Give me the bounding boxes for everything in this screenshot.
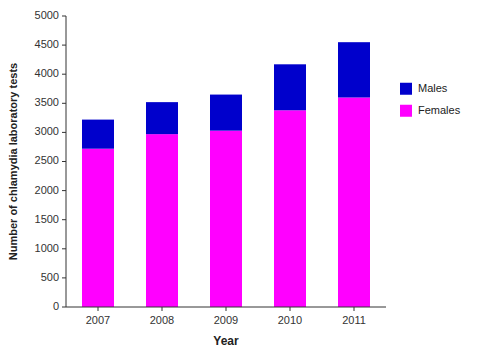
x-tick bbox=[354, 307, 355, 311]
x-tick-label: 2008 bbox=[150, 314, 174, 326]
y-tick bbox=[62, 190, 66, 191]
legend: Males Females bbox=[400, 82, 461, 117]
axes: 0 500 1000 1500 2000 2500 3000 3500 4000 4500 5000… bbox=[35, 9, 386, 326]
y-tick-label: 0 bbox=[53, 300, 59, 312]
y-tick bbox=[62, 161, 66, 162]
x-tick bbox=[162, 307, 163, 311]
y-tick-label: 4000 bbox=[35, 67, 59, 79]
bar-segment bbox=[146, 102, 178, 134]
bar-segment bbox=[210, 95, 242, 131]
y-tick-label: 3000 bbox=[35, 125, 59, 137]
bar-segment bbox=[146, 134, 178, 307]
y-tick-label: 5000 bbox=[35, 9, 59, 21]
legend-label: Males bbox=[418, 82, 448, 94]
x-tick bbox=[290, 307, 291, 311]
legend-swatch bbox=[400, 83, 412, 95]
legend-swatch bbox=[400, 105, 412, 117]
y-tick bbox=[62, 248, 66, 249]
y-tick-label: 2500 bbox=[35, 154, 59, 166]
bars bbox=[82, 42, 370, 307]
bar-segment bbox=[274, 64, 306, 110]
y-tick-label: 4500 bbox=[35, 38, 59, 50]
x-tick-label: 2010 bbox=[278, 314, 302, 326]
x-axis-label: Year bbox=[213, 334, 239, 348]
x-tick bbox=[226, 307, 227, 311]
y-tick bbox=[62, 74, 66, 75]
y-axis-label: Number of chlamydia laboratory tests bbox=[7, 63, 19, 260]
x-tick-label: 2009 bbox=[214, 314, 238, 326]
y-tick bbox=[62, 45, 66, 46]
y-tick bbox=[62, 16, 66, 17]
y-tick bbox=[62, 103, 66, 104]
y-tick bbox=[62, 132, 66, 133]
bar-segment bbox=[274, 110, 306, 307]
y-tick bbox=[62, 307, 66, 308]
bar-segment bbox=[210, 131, 242, 307]
y-tick-label: 1500 bbox=[35, 213, 59, 225]
x-tick-label: 2011 bbox=[342, 314, 366, 326]
y-tick bbox=[62, 219, 66, 220]
y-tick-label: 3500 bbox=[35, 96, 59, 108]
x-tick bbox=[98, 307, 99, 311]
bar-segment bbox=[82, 149, 114, 307]
chart: 0 500 1000 1500 2000 2500 3000 3500 4000 4500 5000… bbox=[0, 0, 500, 355]
y-tick-label: 1000 bbox=[35, 242, 59, 254]
y-tick-label: 2000 bbox=[35, 184, 59, 196]
bar-segment bbox=[338, 42, 370, 97]
y-tick-label: 500 bbox=[41, 271, 59, 283]
bar-segment bbox=[338, 97, 370, 307]
y-tick bbox=[62, 277, 66, 278]
legend-label: Females bbox=[418, 104, 461, 116]
x-tick-label: 2007 bbox=[86, 314, 110, 326]
bar-segment bbox=[82, 120, 114, 149]
